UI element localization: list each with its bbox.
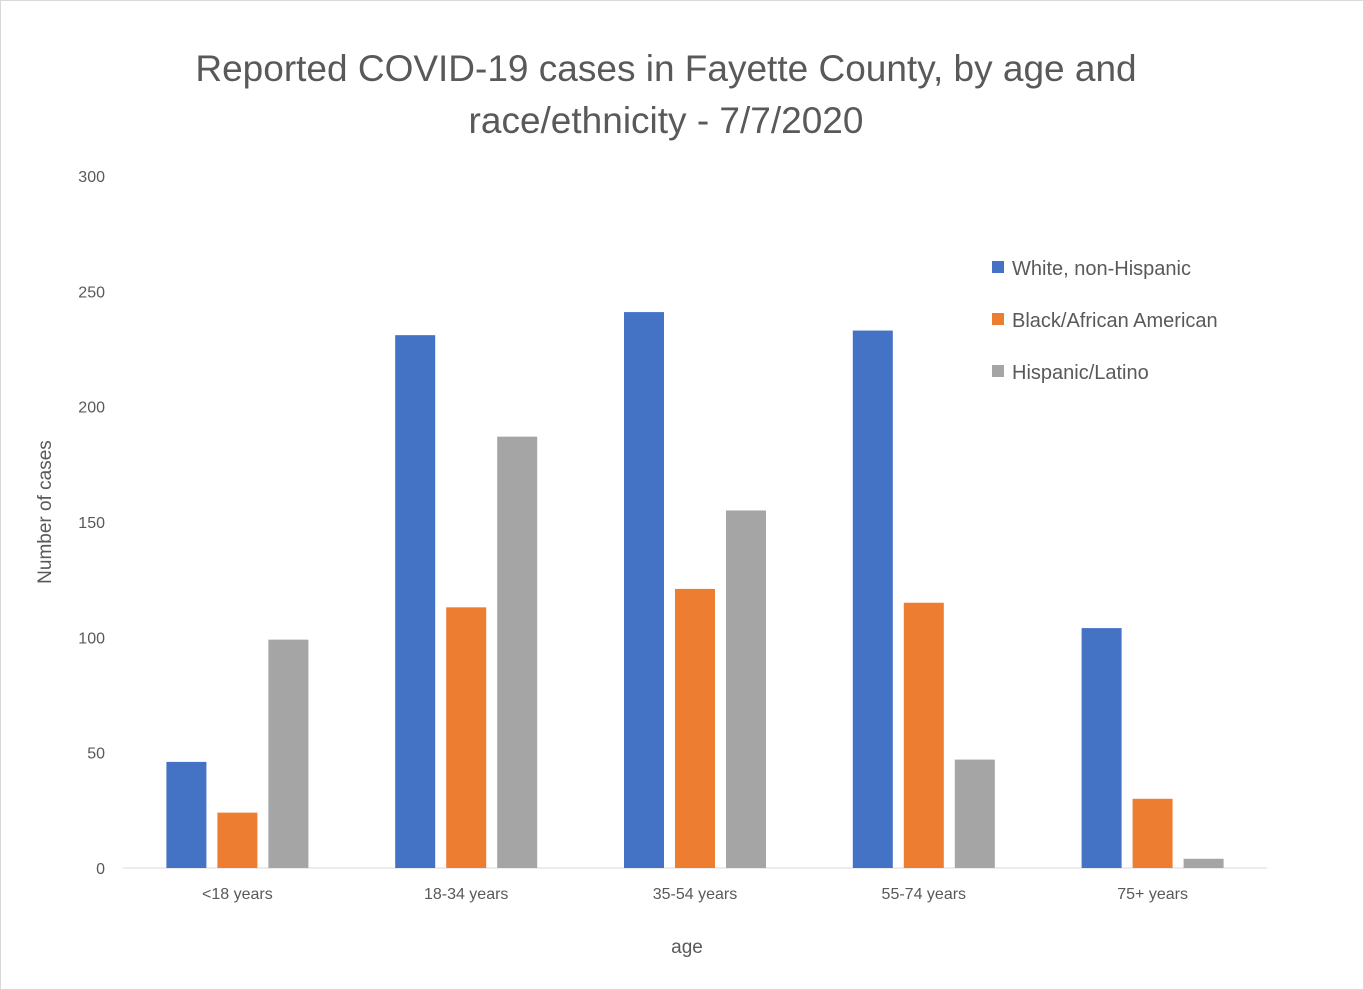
bar bbox=[726, 510, 766, 868]
x-tick-label: 35-54 years bbox=[653, 886, 738, 903]
x-tick-label: 18-34 years bbox=[424, 886, 509, 903]
y-tick-label: 50 bbox=[87, 746, 105, 763]
legend-label: Black/African American bbox=[1012, 310, 1218, 332]
legend-swatch bbox=[992, 313, 1004, 325]
bar bbox=[1132, 798, 1173, 868]
chart-title-line-1: Reported COVID-19 cases in Fayette Count… bbox=[195, 48, 1137, 89]
y-tick-label: 300 bbox=[78, 169, 105, 186]
bar bbox=[903, 602, 944, 868]
y-tick-label: 0 bbox=[96, 861, 105, 878]
bar bbox=[1183, 858, 1224, 868]
y-axis-title: Number of cases bbox=[35, 440, 56, 584]
legend-swatch bbox=[992, 365, 1004, 377]
y-tick-label: 150 bbox=[78, 515, 105, 532]
bar bbox=[1081, 628, 1122, 868]
bar bbox=[446, 607, 487, 868]
y-tick-label: 250 bbox=[78, 284, 105, 301]
y-axis-ticks: 0 50 100 150 200 250 300 bbox=[78, 169, 105, 878]
bar bbox=[268, 639, 309, 868]
y-tick-label: 100 bbox=[78, 630, 105, 647]
bar bbox=[217, 812, 258, 868]
x-axis-title: age bbox=[671, 937, 703, 958]
bar bbox=[675, 588, 715, 868]
bar bbox=[395, 335, 436, 868]
bar bbox=[166, 761, 207, 868]
x-tick-label: 75+ years bbox=[1117, 886, 1188, 903]
legend-label: Hispanic/Latino bbox=[1012, 362, 1149, 384]
legend-label: White, non-Hispanic bbox=[1012, 258, 1191, 280]
legend-swatch bbox=[992, 261, 1004, 273]
chart-title-line-2: race/ethnicity - 7/7/2020 bbox=[468, 100, 864, 141]
x-tick-label: 55-74 years bbox=[882, 886, 967, 903]
legend: White, non-Hispanic Black/African America… bbox=[992, 258, 1218, 384]
bar bbox=[624, 312, 664, 868]
x-axis-ticks: <18 years 18-34 years 35-54 years 55-74 yea… bbox=[202, 886, 1188, 903]
x-tick-label: <18 years bbox=[202, 886, 273, 903]
bars bbox=[166, 312, 1224, 869]
bar bbox=[852, 330, 893, 869]
bar bbox=[954, 759, 995, 868]
bar bbox=[497, 436, 538, 868]
y-tick-label: 200 bbox=[78, 400, 105, 417]
